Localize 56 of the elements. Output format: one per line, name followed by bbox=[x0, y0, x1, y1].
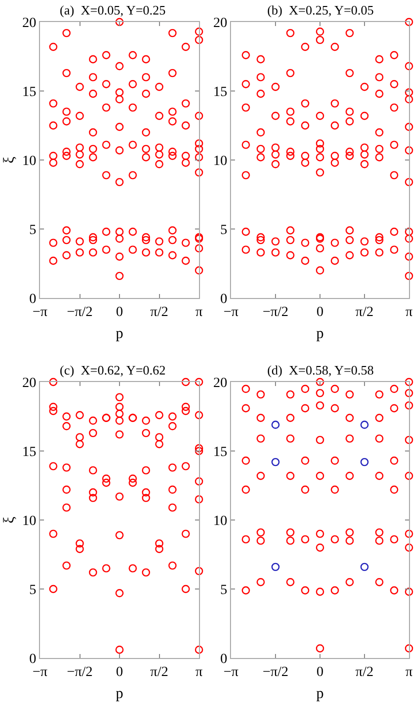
x-tick-label: −π bbox=[32, 304, 48, 320]
point bbox=[360, 562, 369, 572]
chart-title: (b) X=0.25, Y=0.05 bbox=[267, 2, 374, 18]
x-tick-label: π bbox=[195, 664, 203, 680]
y-tick-label: 20 bbox=[213, 376, 228, 391]
y-tick-label: 20 bbox=[213, 16, 228, 31]
y-tick-label: 5 bbox=[220, 222, 228, 238]
y-tick-label: 15 bbox=[22, 84, 36, 100]
y-tick-label: 15 bbox=[213, 84, 228, 100]
y-axis-title: ξ bbox=[1, 156, 18, 164]
x-tick-label: π/2 bbox=[356, 664, 374, 680]
y-tick-label: 20 bbox=[22, 16, 36, 31]
x-tick-label: 0 bbox=[116, 304, 123, 320]
y-tick-label: 0 bbox=[29, 652, 36, 667]
x-tick-label: π/2 bbox=[150, 664, 168, 680]
y-tick-label: 5 bbox=[29, 582, 36, 598]
y-tick-label: 10 bbox=[22, 514, 36, 529]
x-tick-label: −π/2 bbox=[66, 304, 93, 320]
y-tick-label: 0 bbox=[220, 292, 228, 307]
x-axis-title: p bbox=[116, 326, 124, 342]
point bbox=[271, 562, 280, 572]
x-tick-label: −π bbox=[224, 664, 238, 680]
x-tick-label: 0 bbox=[316, 664, 324, 680]
x-tick-label: π bbox=[195, 304, 203, 320]
y-tick-label: 10 bbox=[213, 514, 228, 529]
x-axis-title: p bbox=[116, 686, 124, 702]
x-tick-label: −π bbox=[224, 304, 238, 320]
chart-title: (c) X=0.62, Y=0.62 bbox=[60, 362, 166, 378]
point bbox=[271, 458, 280, 466]
y-tick-label: 15 bbox=[213, 444, 228, 460]
x-tick-label: −π/2 bbox=[66, 664, 93, 680]
point bbox=[360, 458, 369, 466]
x-tick-label: −π/2 bbox=[262, 664, 288, 680]
x-tick-label: 0 bbox=[316, 304, 324, 320]
x-axis-title: p bbox=[316, 326, 324, 342]
y-tick-label: 5 bbox=[29, 222, 36, 238]
y-tick-label: 10 bbox=[213, 154, 228, 169]
x-axis-title: p bbox=[316, 686, 324, 702]
y-axis-title: ξ bbox=[1, 516, 18, 524]
point bbox=[360, 420, 369, 429]
y-tick-label: 0 bbox=[220, 652, 228, 667]
x-tick-label: 0 bbox=[116, 664, 123, 680]
y-tick-label: 5 bbox=[220, 582, 228, 598]
x-tick-label: π bbox=[405, 304, 413, 320]
point bbox=[271, 420, 280, 429]
chart-title: (a) X=0.05, Y=0.25 bbox=[60, 2, 166, 18]
x-tick-label: −π bbox=[32, 664, 48, 680]
y-tick-label: 15 bbox=[22, 444, 36, 460]
x-tick-label: π bbox=[405, 664, 413, 680]
y-tick-label: 0 bbox=[29, 292, 36, 307]
x-tick-label: −π/2 bbox=[262, 304, 288, 320]
x-tick-label: π/2 bbox=[150, 304, 168, 320]
x-tick-label: π/2 bbox=[356, 304, 374, 320]
y-tick-label: 10 bbox=[22, 154, 36, 169]
chart-title: (d) X=0.58, Y=0.58 bbox=[267, 362, 374, 378]
y-tick-label: 20 bbox=[22, 376, 36, 391]
